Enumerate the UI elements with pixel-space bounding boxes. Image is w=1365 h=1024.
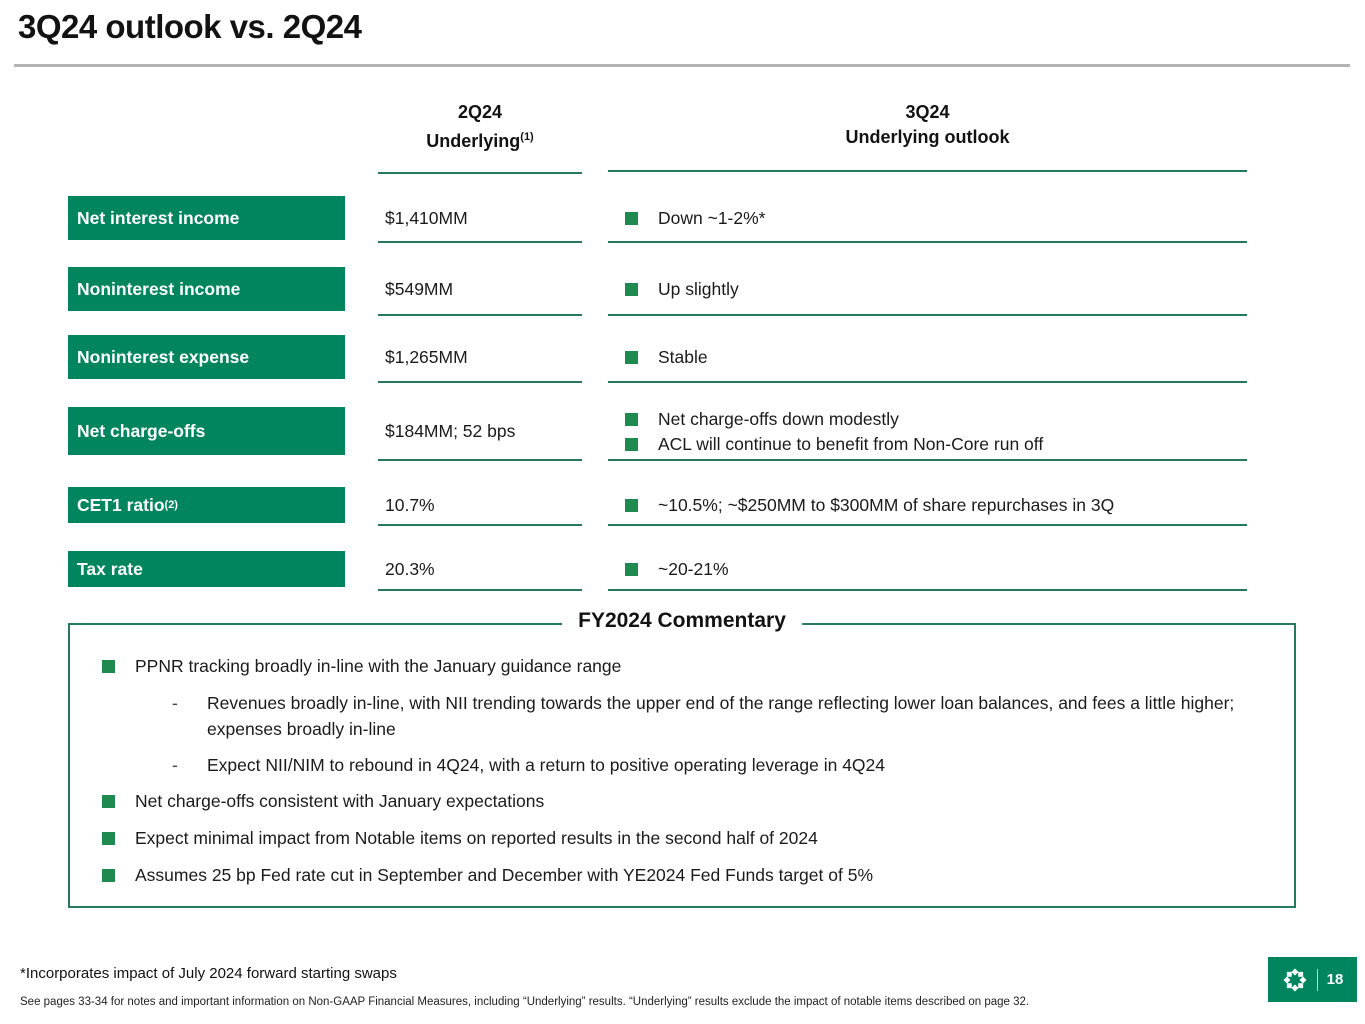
row-value: $1,265MM bbox=[385, 346, 468, 367]
row-outlook: Up slightly bbox=[625, 267, 739, 311]
square-bullet-icon bbox=[102, 795, 115, 808]
table-row: Noninterest expense $1,265MM Stable bbox=[0, 335, 1365, 383]
commentary-bullet: Net charge-offs consistent with January … bbox=[102, 788, 1268, 814]
outlook-text: Up slightly bbox=[658, 278, 739, 299]
commentary-sub-text: Revenues broadly in-line, with NII trend… bbox=[207, 693, 1235, 739]
table-row: Net charge-offs $184MM; 52 bps Net charg… bbox=[0, 407, 1365, 461]
square-bullet-icon bbox=[625, 562, 638, 576]
row-outlook: Down ~1-2%* bbox=[625, 196, 766, 240]
table-row: Noninterest income $549MM Up slightly bbox=[0, 267, 1365, 316]
square-bullet-icon bbox=[625, 413, 638, 426]
square-bullet-icon bbox=[625, 498, 638, 512]
outlook-text: Down ~1-2%* bbox=[658, 207, 766, 228]
row-label-net-charge-offs: Net charge-offs bbox=[68, 407, 345, 455]
row-label-net-interest-income: Net interest income bbox=[68, 196, 345, 240]
row-outlook: Stable bbox=[625, 335, 708, 379]
row-underline bbox=[378, 314, 582, 316]
citizens-flower-icon bbox=[1283, 968, 1307, 991]
row-label-text: Noninterest income bbox=[77, 278, 241, 299]
outlook-text: Stable bbox=[658, 346, 708, 367]
square-bullet-icon bbox=[102, 832, 115, 845]
commentary-bullet-text: Assumes 25 bp Fed rate cut in September … bbox=[135, 865, 873, 885]
footnote-non-gaap: See pages 33-34 for notes and important … bbox=[20, 996, 1030, 1008]
outlook-text: ACL will continue to benefit from Non-Co… bbox=[658, 434, 1044, 454]
row-outlook-underline bbox=[608, 524, 1247, 526]
commentary-bullet-text: Expect minimal impact from Notable items… bbox=[135, 828, 818, 848]
row-value: $184MM; 52 bps bbox=[385, 420, 516, 441]
outlook-text: ~20-21% bbox=[658, 558, 729, 579]
row-label-text: Tax rate bbox=[77, 558, 143, 579]
row-outlook: ~20-21% bbox=[625, 551, 729, 587]
row-value: 20.3% bbox=[385, 558, 435, 579]
square-bullet-icon bbox=[102, 660, 115, 673]
row-underline bbox=[378, 459, 582, 461]
row-label-noninterest-expense: Noninterest expense bbox=[68, 335, 345, 379]
row-value: 10.7% bbox=[385, 494, 435, 515]
column-header-2q24: 2Q24 Underlying(1) bbox=[378, 100, 582, 154]
column-header-3q24: 3Q24 Underlying outlook bbox=[608, 100, 1247, 150]
logo-divider bbox=[1316, 968, 1318, 991]
square-bullet-icon bbox=[102, 869, 115, 882]
row-value: $1,410MM bbox=[385, 207, 468, 228]
logo-plate: 18 bbox=[1268, 957, 1357, 1002]
row-outlook-underline bbox=[608, 314, 1247, 316]
row-label-cet1-ratio: CET1 ratio (2) bbox=[68, 487, 345, 523]
header-underline-2q24 bbox=[378, 172, 582, 174]
column-header-3q24-line2: Underlying outlook bbox=[845, 127, 1010, 147]
commentary-bullet: Expect minimal impact from Notable items… bbox=[102, 825, 1268, 851]
commentary-sub-text: Expect NII/NIM to rebound in 4Q24, with … bbox=[207, 755, 886, 775]
commentary-body: PPNR tracking broadly in-line with the J… bbox=[70, 625, 1294, 888]
row-label-text: CET1 ratio bbox=[77, 494, 165, 515]
square-bullet-icon bbox=[625, 438, 638, 451]
page-title: 3Q24 outlook vs. 2Q24 bbox=[18, 8, 362, 45]
row-label-text: Noninterest expense bbox=[77, 346, 250, 367]
row-outlook-underline bbox=[608, 589, 1247, 591]
row-underline bbox=[378, 589, 582, 591]
header-underline-3q24 bbox=[608, 170, 1247, 172]
table-row: Net interest income $1,410MM Down ~1-2%* bbox=[0, 196, 1365, 243]
column-header-2q24-line1: 2Q24 bbox=[457, 102, 503, 122]
row-label-text: Net interest income bbox=[77, 207, 240, 228]
table-row: Tax rate 20.3% ~20-21% bbox=[0, 551, 1365, 591]
commentary-sub-bullet: - Revenues broadly in-line, with NII tre… bbox=[172, 690, 1268, 742]
commentary-sub-bullet: - Expect NII/NIM to rebound in 4Q24, wit… bbox=[172, 752, 1268, 778]
row-outlook: Net charge-offs down modestly ACL will c… bbox=[625, 407, 1043, 457]
row-outlook-underline bbox=[608, 241, 1247, 243]
commentary-bullet-text: Net charge-offs consistent with January … bbox=[135, 791, 545, 811]
square-bullet-icon bbox=[625, 211, 638, 225]
commentary-bullet: Assumes 25 bp Fed rate cut in September … bbox=[102, 862, 1268, 888]
commentary-bullet: PPNR tracking broadly in-line with the J… bbox=[102, 653, 1268, 679]
dash-bullet-icon: - bbox=[172, 693, 178, 713]
square-bullet-icon bbox=[625, 350, 638, 364]
row-outlook-underline bbox=[608, 381, 1247, 383]
square-bullet-icon bbox=[625, 282, 638, 296]
row-underline bbox=[378, 241, 582, 243]
row-label-noninterest-income: Noninterest income bbox=[68, 267, 345, 311]
table-row: CET1 ratio (2) 10.7% ~10.5%; ~$250MM to $… bbox=[0, 487, 1365, 526]
commentary-box: FY2024 Commentary PPNR tracking broadly … bbox=[68, 609, 1296, 908]
outlook-text: Net charge-offs down modestly bbox=[658, 409, 899, 429]
row-value: $549MM bbox=[385, 278, 454, 299]
row-underline bbox=[378, 524, 582, 526]
row-label-text: Net charge-offs bbox=[77, 420, 206, 441]
page-number: 18 bbox=[1326, 971, 1344, 988]
commentary-bullet-text: PPNR tracking broadly in-line with the J… bbox=[135, 656, 622, 676]
row-outlook-underline bbox=[608, 459, 1247, 461]
column-header-2q24-line2: Underlying bbox=[426, 131, 521, 151]
commentary-title: FY2024 Commentary bbox=[562, 609, 802, 633]
row-label-tax-rate: Tax rate bbox=[68, 551, 345, 587]
footnote-swaps: *Incorporates impact of July 2024 forwar… bbox=[20, 965, 397, 982]
row-underline bbox=[378, 381, 582, 383]
dash-bullet-icon: - bbox=[172, 755, 178, 775]
footnote-ref-1: (1) bbox=[520, 131, 534, 143]
row-outlook: ~10.5%; ~$250MM to $300MM of share repur… bbox=[625, 487, 1114, 523]
footnote-ref-2: (2) bbox=[164, 499, 178, 511]
outlook-text: ~10.5%; ~$250MM to $300MM of share repur… bbox=[658, 494, 1115, 515]
title-divider bbox=[14, 64, 1350, 67]
column-header-3q24-line1: 3Q24 bbox=[905, 102, 950, 122]
